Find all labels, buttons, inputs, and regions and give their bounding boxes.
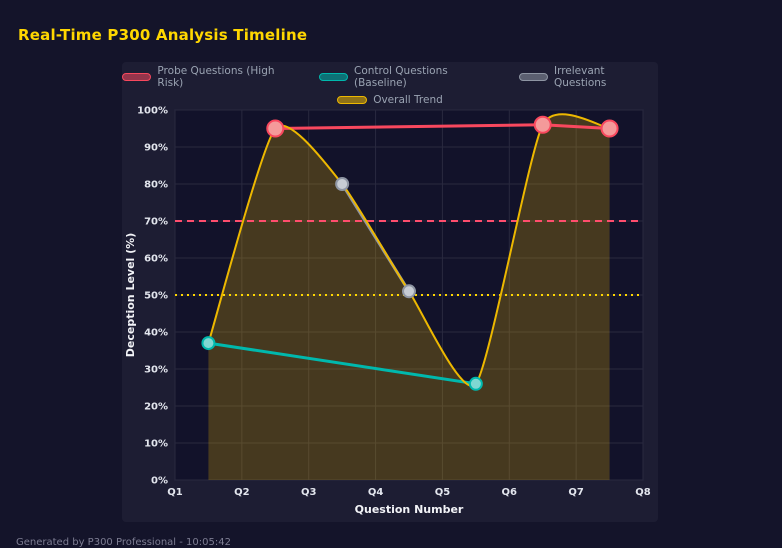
irrelevant-legend-label: Irrelevant Questions	[553, 64, 607, 89]
page-title: Real-Time P300 Analysis Timeline	[18, 26, 308, 44]
control-data-point[interactable]	[201, 336, 216, 351]
legend-item-trend[interactable]: Overall Trend	[337, 94, 443, 106]
y-tick-label: 20%	[144, 402, 168, 413]
x-axis-title: Question Number	[355, 503, 464, 516]
control-legend-label: Control Questions (Baseline)	[354, 64, 448, 89]
y-tick-label: 50%	[144, 291, 168, 302]
irrelevant-legend-swatch	[518, 72, 548, 81]
x-tick-label: Q1	[167, 487, 183, 498]
x-tick-label: Q6	[502, 487, 518, 498]
control-line	[206, 341, 478, 386]
probe-legend-label: Probe Questions (High Risk)	[157, 64, 275, 89]
control-data-point[interactable]	[468, 376, 483, 391]
p300-timeline-chart[interactable]: Q1 Q2 Q3 Q4 Q5 Q6 Q7 Q8 0% 10% 20% 30% 40% 50% 60% 70% 8…	[122, 102, 658, 522]
legend-item-control[interactable]: Control Questions (Baseline)	[318, 64, 501, 89]
y-tick-label: 70%	[144, 217, 168, 228]
y-axis-title: Deception Level (%)	[124, 233, 137, 357]
y-tick-label: 80%	[144, 180, 168, 191]
y-tick-label: 0%	[151, 476, 168, 487]
y-tick-label: 100%	[137, 106, 168, 117]
y-tick-label: 90%	[144, 143, 168, 154]
x-tick-label: Q5	[435, 487, 451, 498]
legend-row-1: Probe Questions (High Risk) Control Quest…	[122, 65, 658, 89]
irrelevant-data-point[interactable]	[402, 284, 416, 299]
y-tick-label: 60%	[144, 254, 168, 265]
y-tick-label: 10%	[144, 439, 168, 450]
trend-legend-swatch	[337, 95, 368, 104]
legend-row-2: Overall Trend	[122, 94, 658, 106]
footer-note: Generated by P300 Professional - 10:05:4…	[16, 537, 231, 548]
x-tick-label: Q2	[234, 487, 250, 498]
legend-item-probe[interactable]: Probe Questions (High Risk)	[122, 65, 301, 89]
x-tick-label: Q7	[568, 487, 584, 498]
x-tick-label: Q3	[301, 487, 317, 498]
probe-data-point[interactable]	[266, 119, 285, 138]
x-tick-label: Q4	[368, 487, 384, 498]
chart-legend: Probe Questions (High Risk) Control Quest…	[122, 62, 658, 106]
legend-item-irrelevant[interactable]: Irrelevant Questions	[518, 64, 658, 89]
probe-data-point[interactable]	[533, 115, 552, 134]
y-tick-label: 40%	[144, 328, 168, 339]
probe-data-point[interactable]	[600, 119, 619, 138]
irrelevant-data-point[interactable]	[335, 177, 350, 191]
chart-panel: Probe Questions (High Risk) Control Quest…	[122, 62, 658, 522]
y-tick-label: 30%	[144, 365, 168, 376]
trend-legend-label: Overall Trend	[373, 93, 443, 106]
probe-legend-swatch	[122, 72, 152, 81]
control-legend-swatch	[318, 72, 348, 81]
plot-group	[175, 113, 643, 480]
x-tick-label: Q8	[635, 487, 651, 498]
